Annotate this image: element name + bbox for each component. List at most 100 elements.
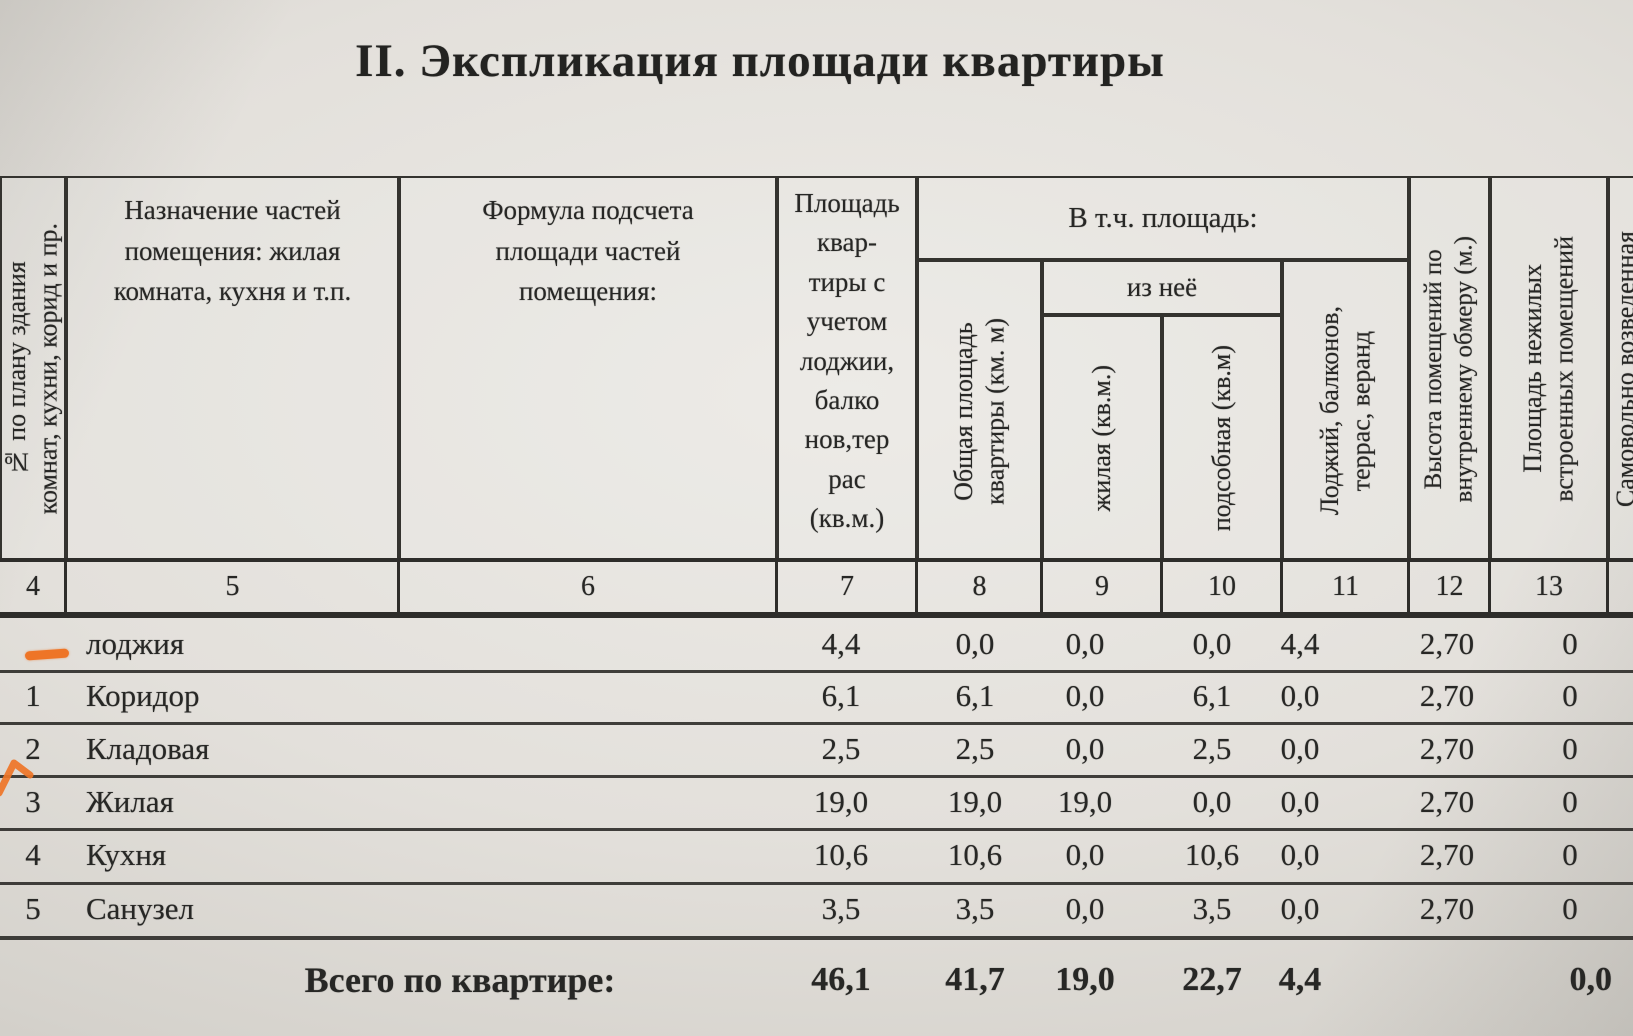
cell-area-balcony: 0,0 <box>1280 678 1320 713</box>
row-num: 2 <box>25 731 41 766</box>
divider-line <box>0 612 1633 618</box>
table-row: 2 Кладовая 2,5 2,5 0,0 2,5 0,0 2,70 0 <box>0 722 1633 775</box>
divider-line <box>1040 560 1043 618</box>
divider-line <box>0 775 1633 778</box>
cell-area-common: 3,5 <box>955 891 995 926</box>
divider-line <box>0 882 1633 885</box>
cell-nonliving: 0 <box>1562 678 1578 713</box>
header-col9-label: жилая (кв.м.) <box>1087 365 1117 512</box>
cell-area-common: 0,0 <box>955 626 995 661</box>
col-number: 13 <box>1535 571 1563 602</box>
row-num: 4 <box>25 837 41 872</box>
total-row: Всего по квартире: 46,1 41,7 19,0 22,7 4… <box>0 936 1633 1028</box>
cell-area-aux: 6,1 <box>1192 678 1232 713</box>
divider-line <box>775 560 778 618</box>
cell-height: 2,70 <box>1419 626 1475 661</box>
row-num: 5 <box>25 891 41 926</box>
total-area-aux: 22,7 <box>1182 961 1242 998</box>
total-nonliving: 0,0 <box>1569 961 1613 998</box>
header-col6: Формула подсчета площади частей помещени… <box>399 176 777 562</box>
cell-area-aux: 0,0 <box>1192 626 1232 661</box>
col-number: 4 <box>26 571 40 602</box>
row-num: 3 <box>25 784 41 819</box>
header-col11: Лоджий, балконов, террас, веранд <box>1282 260 1409 562</box>
cell-height: 2,70 <box>1419 784 1475 819</box>
total-area-balcony: 4,4 <box>1278 961 1322 998</box>
col-number: 9 <box>1095 571 1109 602</box>
col-number: 6 <box>581 571 595 602</box>
cell-height: 2,70 <box>1419 891 1475 926</box>
divider-line <box>1606 560 1609 618</box>
cell-area-aux: 2,5 <box>1192 731 1232 766</box>
header-col4-label: № по плану здания комнат, кухни, корид и… <box>2 223 63 515</box>
cell-nonliving: 0 <box>1562 731 1578 766</box>
header-col4: № по плану здания комнат, кухни, корид и… <box>0 176 66 562</box>
row-name: Коридор <box>86 678 200 713</box>
total-area-living: 19,0 <box>1055 961 1115 998</box>
cell-area-common: 6,1 <box>955 678 995 713</box>
row-name: лоджия <box>86 626 185 661</box>
table-row: 4 Кухня 10,6 10,6 0,0 10,6 0,0 2,70 0 <box>0 828 1633 882</box>
cell-area-balcony: 0,0 <box>1280 784 1320 819</box>
cell-area-living: 0,0 <box>1065 837 1105 872</box>
divider-line <box>1280 560 1283 618</box>
header-col10: подсобная (кв.м) <box>1162 315 1282 562</box>
row-num: 1 <box>25 678 41 713</box>
header-col5: Назначение частей помещения: жилая комна… <box>66 176 399 562</box>
cell-area-aux: 10,6 <box>1184 837 1240 872</box>
col-number: 11 <box>1332 571 1359 602</box>
table-row: 3 Жилая 19,0 19,0 19,0 0,0 0,0 2,70 0 <box>0 775 1633 828</box>
divider-line <box>0 936 1633 940</box>
header-col7: Площадь квар- тиры с учетом лоджии, балк… <box>777 176 917 562</box>
orange-caret-mark <box>0 759 34 797</box>
cell-area-total: 6,1 <box>821 678 861 713</box>
total-label: Всего по квартире: <box>304 960 616 1000</box>
row-name: Кладовая <box>86 731 210 766</box>
divider-line <box>1407 560 1410 618</box>
col-number: 5 <box>225 571 240 602</box>
cell-area-living: 0,0 <box>1065 678 1105 713</box>
table-row: лоджия 4,4 0,0 0,0 0,0 4,4 2,70 0 <box>0 618 1633 670</box>
cell-nonliving: 0 <box>1562 837 1578 872</box>
row-name: Жилая <box>86 784 174 819</box>
cell-area-living: 19,0 <box>1057 784 1113 819</box>
divider-line <box>397 560 400 618</box>
table-row: 1 Коридор 6,1 6,1 0,0 6,1 0,0 2,70 0 <box>0 670 1633 722</box>
divider-line <box>0 670 1633 673</box>
cell-height: 2,70 <box>1419 678 1475 713</box>
col-number: 8 <box>972 571 987 602</box>
header-col10-label: подсобная (кв.м) <box>1207 345 1237 532</box>
cell-height: 2,70 <box>1419 837 1475 872</box>
divider-line <box>0 828 1633 831</box>
cell-area-living: 0,0 <box>1065 731 1105 766</box>
header-col12-label: Высота помещений по внутреннему обмеру (… <box>1420 235 1478 503</box>
cell-nonliving: 0 <box>1562 784 1578 819</box>
col-number: 7 <box>840 571 854 602</box>
header-col14-label: Самовольно возведенная <box>1611 230 1633 508</box>
header-group-total-area: В т.ч. площадь: <box>917 176 1409 260</box>
table-row: 5 Санузел 3,5 3,5 0,0 3,5 2,70 0,0 0 <box>0 882 1633 936</box>
cell-area-common: 2,5 <box>955 731 995 766</box>
total-area-common: 41,7 <box>945 961 1005 998</box>
header-col14-cut: Самовольно возведенная <box>1608 176 1633 562</box>
divider-line <box>0 722 1633 725</box>
cell-area-aux: 0,0 <box>1192 784 1232 819</box>
cell-area-total: 10,6 <box>813 837 869 872</box>
header-col11-label: Лоджий, балконов, террас, веранд <box>1314 306 1376 516</box>
column-number-row: 4 5 6 7 8 9 10 11 12 13 <box>0 562 1633 612</box>
col-number: 12 <box>1435 571 1464 602</box>
header-col13-label: Площадь нежилых встроенных помещений <box>1518 236 1579 502</box>
divider-line <box>1488 560 1491 618</box>
cell-area-balcony: 0,0 <box>1280 891 1320 926</box>
cell-area-total: 19,0 <box>813 784 869 819</box>
cell-area-balcony: 4,4 <box>1280 626 1320 661</box>
divider-line <box>1160 560 1163 618</box>
cell-area-total: 2,5 <box>821 731 861 766</box>
cell-area-common: 10,6 <box>947 837 1003 872</box>
total-area-total: 46,1 <box>811 961 871 998</box>
cell-area-living: 0,0 <box>1065 626 1105 661</box>
divider-line <box>64 560 67 618</box>
header-col13: Площадь нежилых встроенных помещений <box>1490 176 1608 562</box>
header-group-iznee: из неё <box>1042 260 1282 315</box>
cell-area-living: 0,0 <box>1065 891 1105 926</box>
